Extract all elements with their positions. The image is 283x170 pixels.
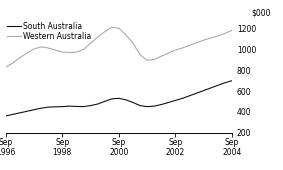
Western Australia	[103, 31, 106, 33]
South Australia	[68, 105, 71, 107]
Western Australia	[230, 29, 234, 31]
South Australia	[145, 106, 149, 108]
South Australia	[188, 95, 191, 97]
Western Australia	[160, 55, 163, 57]
South Australia	[39, 107, 43, 109]
South Australia	[103, 100, 106, 103]
Western Australia	[96, 36, 99, 38]
South Australia	[18, 112, 22, 114]
Western Australia	[89, 42, 92, 44]
Western Australia	[4, 66, 7, 68]
South Australia	[46, 106, 50, 108]
South Australia	[174, 99, 177, 101]
Western Australia	[145, 59, 149, 61]
Western Australia	[25, 52, 29, 54]
South Australia	[4, 115, 7, 117]
Western Australia	[138, 54, 142, 56]
South Australia	[96, 103, 99, 105]
Western Australia	[124, 34, 128, 36]
South Australia	[202, 89, 205, 91]
South Australia	[110, 98, 113, 100]
Western Australia	[209, 37, 213, 39]
Western Australia	[216, 35, 220, 37]
South Australia	[167, 101, 170, 104]
Western Australia	[223, 32, 227, 34]
Western Australia	[202, 39, 205, 41]
South Australia	[153, 105, 156, 107]
Western Australia	[32, 48, 36, 50]
Western Australia	[188, 44, 191, 46]
Western Australia	[53, 49, 57, 51]
Western Australia	[82, 48, 85, 50]
Line: Western Australia: Western Australia	[6, 27, 232, 67]
Western Australia	[153, 58, 156, 60]
Western Australia	[110, 26, 113, 28]
South Australia	[160, 104, 163, 106]
South Australia	[195, 92, 198, 94]
Western Australia	[39, 46, 43, 48]
Western Australia	[46, 47, 50, 49]
Western Australia	[131, 42, 135, 44]
South Australia	[230, 80, 234, 82]
Western Australia	[11, 62, 14, 64]
Legend: South Australia, Western Australia: South Australia, Western Australia	[7, 22, 91, 41]
South Australia	[216, 84, 220, 86]
South Australia	[209, 87, 213, 89]
South Australia	[89, 105, 92, 107]
South Australia	[75, 105, 78, 107]
Line: South Australia: South Australia	[6, 81, 232, 116]
South Australia	[32, 109, 36, 111]
South Australia	[117, 97, 121, 99]
South Australia	[25, 110, 29, 112]
South Australia	[124, 99, 128, 101]
South Australia	[138, 105, 142, 107]
Western Australia	[174, 49, 177, 51]
Western Australia	[181, 47, 184, 49]
South Australia	[61, 106, 64, 108]
South Australia	[223, 82, 227, 84]
Western Australia	[75, 51, 78, 53]
Y-axis label: $000: $000	[252, 8, 271, 17]
Western Australia	[18, 57, 22, 59]
Western Australia	[195, 42, 198, 44]
South Australia	[53, 106, 57, 108]
Western Australia	[68, 52, 71, 54]
Western Australia	[167, 52, 170, 54]
South Australia	[11, 113, 14, 115]
South Australia	[82, 106, 85, 108]
Western Australia	[61, 51, 64, 53]
South Australia	[131, 101, 135, 104]
Western Australia	[117, 27, 121, 29]
South Australia	[181, 97, 184, 99]
